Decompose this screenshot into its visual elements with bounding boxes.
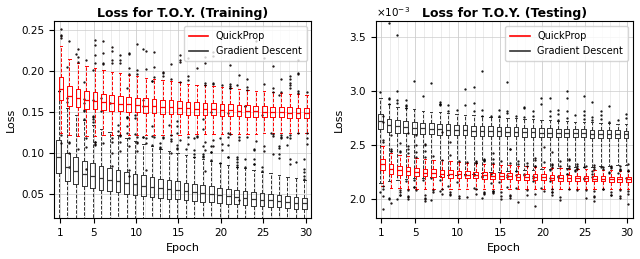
Y-axis label: Loss: Loss bbox=[6, 108, 15, 132]
X-axis label: Epoch: Epoch bbox=[166, 243, 200, 254]
Text: $\times10^{-3}$: $\times10^{-3}$ bbox=[376, 6, 410, 19]
Title: Loss for T.O.Y. (Testing): Loss for T.O.Y. (Testing) bbox=[422, 7, 587, 20]
Title: Loss for T.O.Y. (Training): Loss for T.O.Y. (Training) bbox=[97, 7, 268, 20]
Y-axis label: Loss: Loss bbox=[333, 108, 344, 132]
Legend: QuickProp, Gradient Descent: QuickProp, Gradient Descent bbox=[506, 26, 628, 61]
Legend: QuickProp, Gradient Descent: QuickProp, Gradient Descent bbox=[184, 26, 307, 61]
X-axis label: Epoch: Epoch bbox=[487, 243, 522, 254]
